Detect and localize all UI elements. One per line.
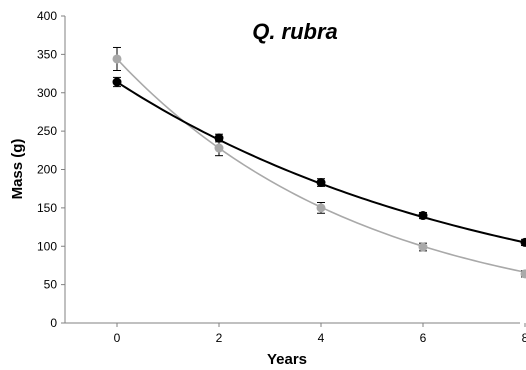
data-point [418, 242, 428, 252]
plot-marks [112, 46, 526, 279]
y-tick-label: 350 [37, 47, 57, 61]
series-1-fit-line [116, 81, 526, 244]
data-point [418, 211, 428, 221]
series-2-fit-line [116, 58, 526, 274]
y-axis-label: Mass (g) [9, 139, 26, 200]
data-point [112, 77, 122, 87]
y-tick-label: 300 [37, 86, 57, 100]
y-tick-label: 250 [37, 124, 57, 138]
series-1 [112, 76, 526, 247]
x-tick-label: 4 [318, 331, 325, 345]
axis-ticks: 0501001502002503003504000246810 [37, 9, 526, 345]
x-tick-label: 2 [216, 331, 223, 345]
data-point [316, 178, 326, 188]
data-point [520, 269, 526, 279]
y-tick-label: 150 [37, 201, 57, 215]
y-tick-label: 50 [44, 278, 58, 292]
data-point [214, 133, 224, 143]
data-point [520, 237, 526, 247]
data-point [214, 143, 224, 153]
x-tick-label: 0 [114, 331, 121, 345]
y-tick-label: 200 [37, 163, 57, 177]
y-tick-label: 400 [37, 9, 57, 23]
series-2 [112, 46, 526, 279]
x-tick-label: 8 [522, 331, 526, 345]
data-point [316, 203, 326, 213]
y-tick-label: 100 [37, 239, 57, 253]
x-axis-label: Years [267, 351, 307, 368]
data-point [112, 54, 122, 64]
y-tick-label: 0 [50, 316, 57, 330]
x-tick-label: 6 [420, 331, 427, 345]
chart-title: Q. rubra [252, 19, 338, 44]
